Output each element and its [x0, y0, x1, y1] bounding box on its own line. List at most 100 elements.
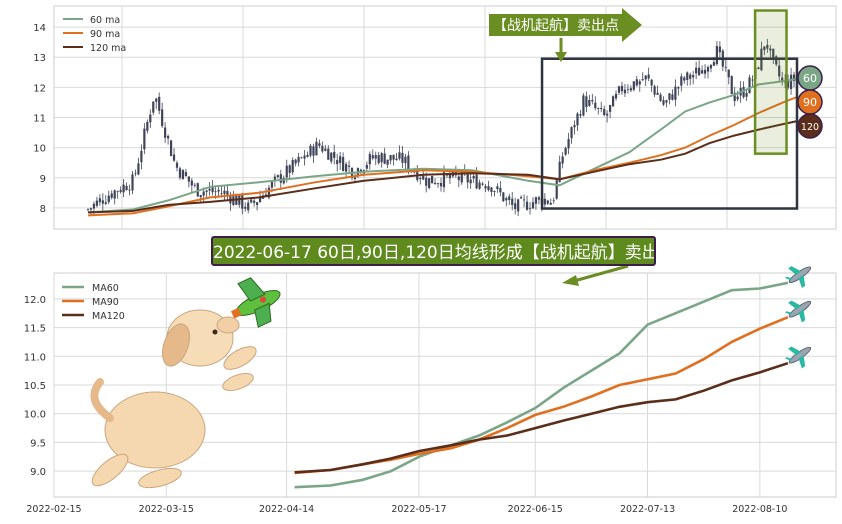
candle-body [525, 201, 529, 210]
candle-body [128, 189, 131, 191]
highlight-box-green [753, 9, 788, 155]
candle-body [499, 187, 502, 193]
candle-body [279, 174, 282, 183]
candle-body [413, 171, 416, 173]
end-badge-label: 90 [803, 96, 817, 109]
price-ytick-label: 11 [33, 114, 46, 125]
candle-body [564, 147, 567, 155]
candle-body [614, 93, 618, 99]
plane-tail [785, 276, 793, 281]
candle-body [576, 113, 579, 126]
candle-body [629, 88, 632, 91]
end-badge-label: 120 [801, 122, 819, 133]
candle-body [318, 143, 321, 146]
candle-body [496, 186, 499, 190]
price-legend: 60 ma 90 ma 120 ma [63, 15, 126, 54]
dog-snout [216, 316, 240, 334]
candle-body [555, 180, 558, 199]
candle-body [772, 48, 775, 58]
candle-body [552, 200, 555, 202]
candle-body [321, 145, 324, 152]
candle-body [508, 196, 511, 200]
candle-body [712, 62, 716, 66]
price-ytick-label: 14 [33, 23, 46, 34]
candle-body [425, 177, 428, 186]
candle-body [149, 114, 152, 123]
candle-body [582, 95, 585, 116]
candle-body [294, 159, 297, 164]
candle-body [609, 105, 612, 112]
candle-body [706, 67, 710, 72]
candle-body [611, 96, 615, 107]
candle-body [460, 172, 463, 183]
plane-wing-top [788, 300, 802, 310]
candle-body [422, 175, 425, 180]
price-ytick-label: 10 [33, 144, 46, 155]
candle-body [365, 164, 368, 169]
airplane-icon [785, 346, 812, 369]
candle-body [677, 87, 680, 89]
candle-body [665, 100, 668, 103]
candle-body [89, 208, 93, 210]
candle-body [258, 197, 262, 203]
signal-banner: 2022-06-17 60日,90日,120日均线形成【战机起航】卖出点 [211, 236, 656, 266]
candle-body [217, 189, 220, 192]
candle-body [342, 157, 345, 171]
candle-body [570, 127, 573, 139]
candle-body [600, 107, 603, 110]
candle-body [407, 155, 410, 170]
candle-body [419, 178, 422, 180]
candle-body [336, 160, 339, 165]
legend-label: 90 ma [90, 29, 120, 40]
candle-body [401, 152, 404, 163]
candle-body [344, 164, 348, 172]
candle-body [623, 89, 627, 94]
end-badge-label: 60 [803, 72, 817, 85]
candle-body [457, 176, 460, 181]
candle-body [709, 65, 713, 69]
candle-body [502, 192, 505, 202]
candle-body [469, 179, 472, 184]
candle-body [288, 165, 291, 173]
candle-body [404, 156, 407, 164]
candle-body [698, 67, 701, 76]
candle-body [184, 171, 187, 177]
candle-body [505, 198, 508, 201]
candle-body [169, 140, 173, 157]
dog-eye [212, 329, 218, 335]
candle-body [158, 96, 161, 111]
candle-body [641, 79, 644, 81]
ma-xtick-label: 2022-05-17 [391, 504, 446, 515]
candle-body [122, 184, 125, 193]
candle-body [175, 162, 179, 168]
dog-ear [161, 323, 191, 367]
candle-body [166, 136, 170, 139]
candle-body [270, 181, 274, 188]
candle-body [514, 203, 517, 210]
toy-plane-wing-top [237, 277, 266, 302]
candle-body [703, 69, 707, 74]
candle-body [86, 209, 90, 210]
candle-body [787, 80, 790, 88]
candle-body [208, 188, 211, 191]
candle-body [727, 69, 730, 78]
candle-body [585, 96, 588, 107]
ma-ytick-label: 9.0 [30, 467, 46, 478]
candle-body [226, 190, 229, 195]
candle-body [315, 141, 318, 156]
candle-body [223, 190, 226, 194]
candle-body [383, 153, 386, 164]
candle-body [484, 186, 487, 189]
candle-body [683, 77, 686, 81]
dog-illustration [90, 309, 257, 489]
ma-line-ma120 [294, 361, 789, 474]
ma-ytick-label: 11.5 [24, 324, 46, 335]
candle-body [193, 184, 196, 186]
candle-body [110, 193, 113, 198]
candle-body [647, 74, 650, 79]
candle-body [715, 45, 719, 65]
candle-body [140, 150, 143, 163]
airplane-icon [785, 300, 812, 323]
candle-body [733, 92, 736, 102]
plane-tail [785, 311, 793, 315]
